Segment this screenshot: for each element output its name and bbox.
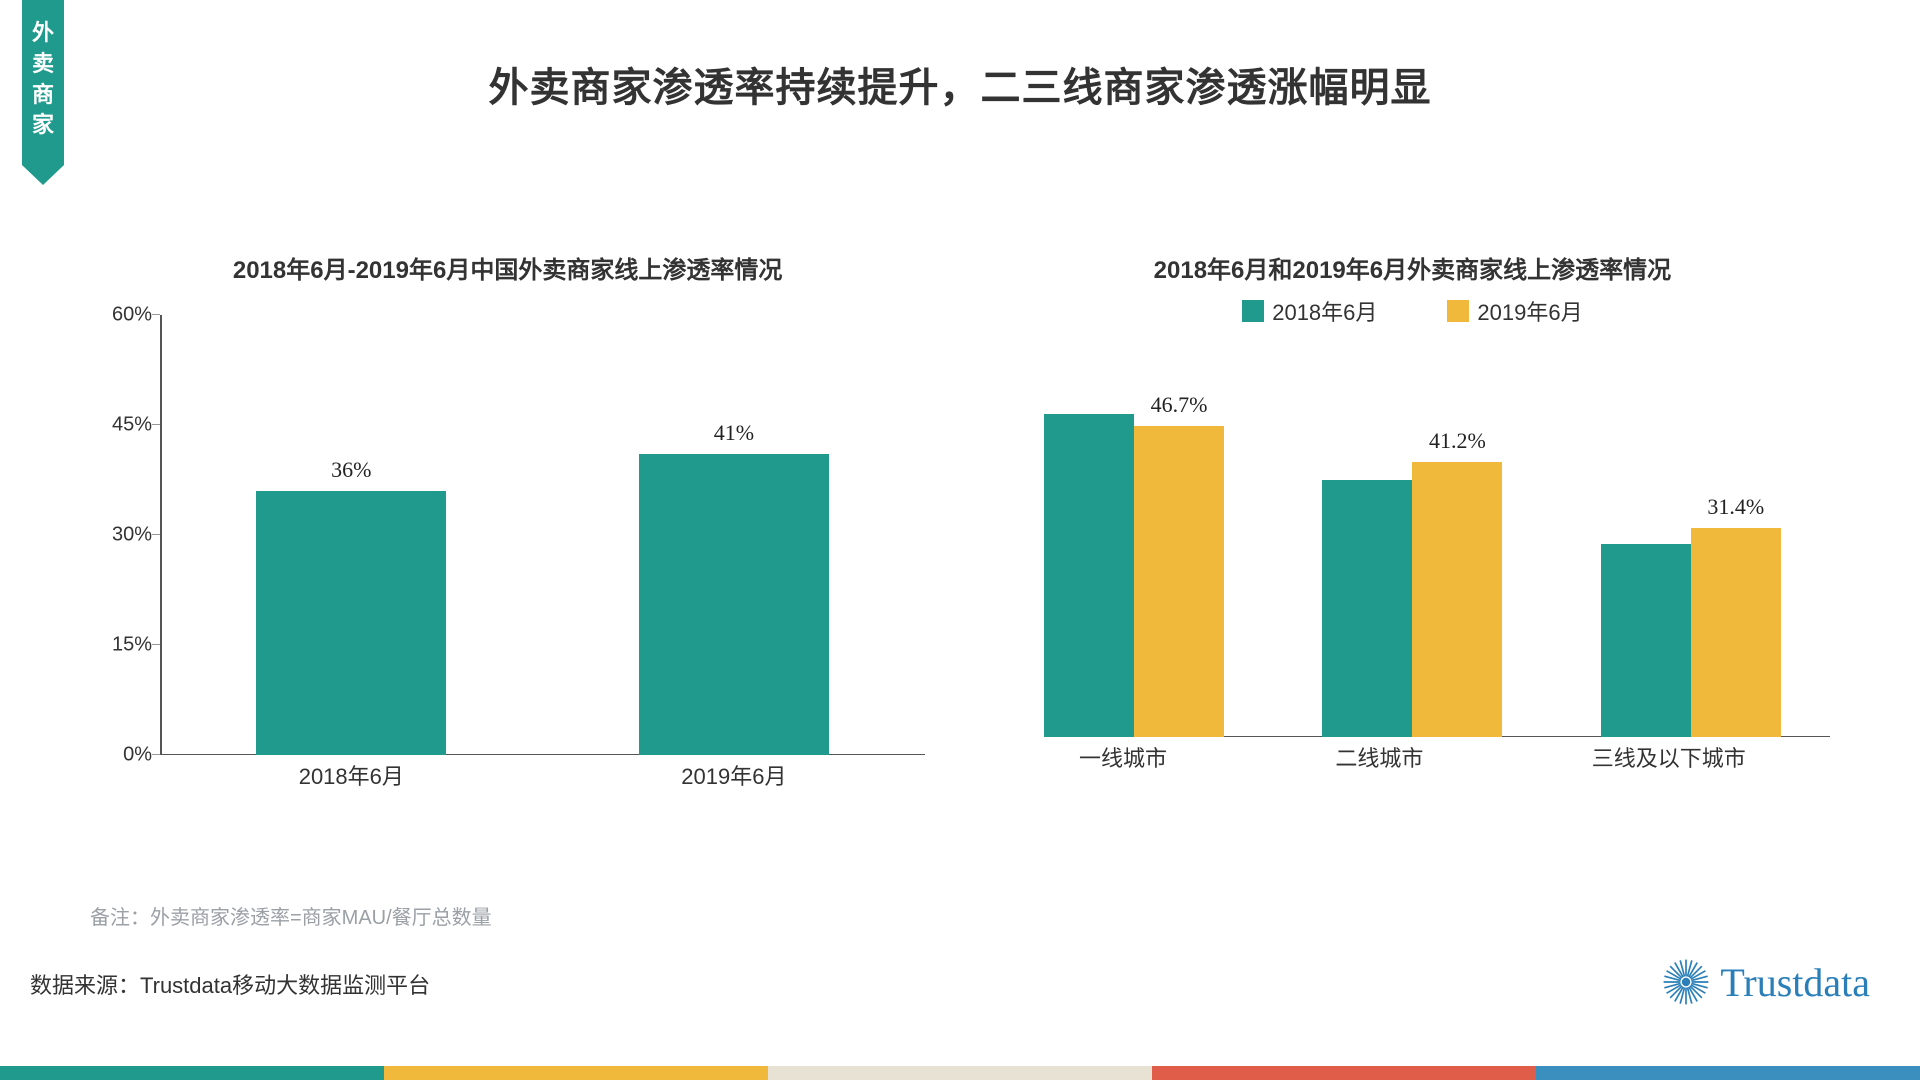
bar: 41.2% [1412, 462, 1502, 737]
bar-value-label: 36% [331, 457, 371, 483]
logo-text: Trustdata [1720, 959, 1870, 1006]
bar: 36% [256, 491, 446, 755]
bar-value-label: 41% [714, 420, 754, 446]
data-source: 数据来源：Trustdata移动大数据监测平台 [30, 968, 430, 1000]
chart-left: 2018年6月-2019年6月中国外卖商家线上渗透率情况 0% 15% 30% 45%… [90, 250, 925, 795]
footnote: 备注：外卖商家渗透率=商家MAU/餐厅总数量 [90, 901, 492, 930]
bar: 31.4% [1691, 528, 1781, 737]
y-tick-label: 60% [112, 304, 152, 327]
legend-label: 2019年6月 [1477, 295, 1582, 327]
bar [1601, 544, 1691, 737]
bar-group: 31.4% [1601, 337, 1781, 737]
bar-group: 41% [639, 315, 829, 755]
bar [1044, 414, 1134, 737]
stripe-segment [1152, 1066, 1536, 1080]
trustdata-logo: Trustdata [1658, 954, 1870, 1010]
y-tick-label: 0% [123, 744, 152, 767]
stripe-segment [0, 1066, 384, 1080]
y-tick-label: 15% [112, 634, 152, 657]
bar-group: 41.2% [1322, 337, 1502, 737]
bar: 41% [639, 454, 829, 755]
legend-item: 2019年6月 [1447, 295, 1582, 327]
bar-value-label: 41.2% [1429, 428, 1486, 454]
chart-left-title: 2018年6月-2019年6月中国外卖商家线上渗透率情况 [90, 250, 925, 285]
legend-swatch [1242, 300, 1264, 322]
x-axis-label: 一线城市 [1079, 741, 1167, 773]
bar-group: 46.7% [1044, 337, 1224, 737]
bar [1322, 480, 1412, 737]
chart-left-plot: 0%15%30%45%60% 36%41% 2018年6月2019年6月 [90, 315, 925, 795]
legend-item: 2018年6月 [1242, 295, 1377, 327]
y-tick-label: 30% [112, 524, 152, 547]
x-axis-label: 三线及以下城市 [1592, 741, 1746, 773]
page-title: 外卖商家渗透率持续提升，二三线商家渗透涨幅明显 [0, 55, 1920, 113]
chart-right-legend: 2018年6月 2019年6月 [995, 295, 1830, 327]
legend-label: 2018年6月 [1272, 295, 1377, 327]
stripe-segment [1536, 1066, 1920, 1080]
chart-right: 2018年6月和2019年6月外卖商家线上渗透率情况 2018年6月 2019年6… [995, 250, 1830, 795]
stripe-segment [384, 1066, 768, 1080]
x-axis-label: 2019年6月 [681, 759, 786, 791]
x-axis-label: 2018年6月 [299, 759, 404, 791]
bar-value-label: 46.7% [1151, 392, 1208, 418]
y-tick-label: 45% [112, 414, 152, 437]
stripe-segment [768, 1066, 1152, 1080]
logo-starburst-icon [1658, 954, 1714, 1010]
x-axis-label: 二线城市 [1335, 741, 1423, 773]
bottom-stripe [0, 1066, 1920, 1080]
legend-swatch [1447, 300, 1469, 322]
chart-right-plot: 46.7% 41.2% 31.4% 一线城市 二线城市 三线及以下城市 [995, 337, 1830, 777]
charts-row: 2018年6月-2019年6月中国外卖商家线上渗透率情况 0% 15% 30% 45%… [90, 250, 1830, 795]
chart-right-title: 2018年6月和2019年6月外卖商家线上渗透率情况 [995, 250, 1830, 285]
bar: 46.7% [1134, 426, 1224, 737]
bar-value-label: 31.4% [1707, 494, 1764, 520]
bar-group: 36% [256, 315, 446, 755]
